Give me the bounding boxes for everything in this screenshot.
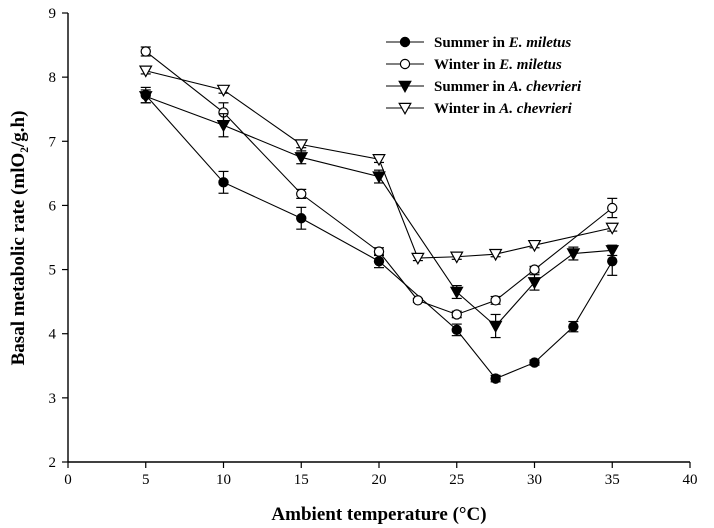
x-tick-label: 35	[605, 472, 620, 488]
series-1	[140, 86, 618, 384]
data-point	[296, 188, 307, 200]
data-point	[488, 248, 503, 262]
data-point	[607, 256, 618, 267]
series-layer	[138, 46, 620, 384]
plot-frame	[67, 13, 690, 463]
x-axis-ticks: 0 5 10 15 20 25 30 35 40	[64, 462, 698, 488]
data-point	[568, 321, 579, 332]
data-point	[607, 202, 618, 214]
x-tick-label: 10	[216, 472, 231, 488]
data-point	[451, 309, 462, 320]
data-point	[294, 139, 309, 152]
data-point	[216, 120, 231, 133]
data-point	[372, 171, 386, 184]
series-line	[145, 94, 613, 380]
legend-marker	[399, 36, 411, 48]
legend-label: Winter in A. chevrieri	[434, 101, 573, 117]
data-point	[294, 152, 309, 165]
data-point	[605, 245, 620, 258]
data-point	[372, 154, 386, 167]
series-line	[145, 95, 613, 327]
series-2	[140, 46, 618, 320]
x-tick-label: 0	[64, 472, 72, 488]
data-point	[490, 295, 501, 306]
y-tick-label: 2	[49, 455, 57, 471]
x-tick-label: 5	[142, 472, 150, 488]
series-4	[138, 65, 620, 266]
data-point	[296, 213, 307, 224]
data-point	[138, 65, 153, 78]
x-tick-label: 40	[683, 472, 698, 488]
legend-item-4: Winter in A. chevrieri	[386, 101, 573, 117]
data-point	[373, 246, 385, 257]
data-point	[412, 295, 424, 306]
y-tick-label: 7	[49, 134, 57, 150]
data-point	[218, 177, 229, 188]
y-tick-label: 8	[49, 70, 57, 86]
data-point	[411, 252, 425, 266]
data-point	[605, 222, 620, 235]
data-point	[373, 256, 385, 267]
data-point	[140, 46, 151, 57]
data-point	[527, 239, 542, 253]
y-axis-title: Basal metabolic rate (mlO₂/g.h)	[8, 111, 29, 366]
legend-item-2: Winter in E. miletus	[386, 57, 562, 73]
legend-marker	[399, 58, 411, 70]
data-point	[488, 320, 503, 334]
legend-marker	[398, 80, 412, 94]
y-tick-label: 9	[49, 6, 57, 22]
legend-item-1: Summer in E. miletus	[386, 35, 571, 51]
legend: Summer in E. miletus Winter in E. miletus…	[386, 35, 582, 117]
x-axis-title: Ambient temperature (°C)	[271, 504, 486, 525]
x-tick-label: 15	[294, 472, 309, 488]
data-point	[529, 264, 540, 275]
data-point	[216, 84, 231, 98]
legend-marker	[398, 102, 412, 116]
data-point	[449, 286, 464, 300]
data-point	[490, 373, 501, 384]
legend-label: Summer in E. miletus	[434, 35, 571, 51]
y-tick-label: 4	[49, 327, 57, 343]
data-point	[527, 277, 542, 290]
y-tick-label: 6	[49, 198, 57, 214]
data-point	[566, 248, 581, 261]
series-3	[138, 89, 620, 339]
x-tick-label: 25	[449, 472, 464, 488]
data-point	[449, 251, 464, 264]
data-point	[451, 324, 462, 336]
legend-item-3: Summer in A. chevrieri	[386, 79, 582, 95]
x-tick-label: 20	[372, 472, 387, 488]
legend-label: Summer in A. chevrieri	[434, 79, 582, 95]
y-tick-label: 3	[49, 391, 57, 407]
y-axis-ticks: 2 3 4 5 6 7 8 9	[49, 6, 68, 471]
x-tick-label: 30	[527, 472, 542, 488]
legend-label: Winter in E. miletus	[434, 57, 562, 73]
data-point	[138, 91, 153, 104]
data-point	[529, 357, 540, 368]
y-tick-label: 5	[49, 263, 57, 279]
